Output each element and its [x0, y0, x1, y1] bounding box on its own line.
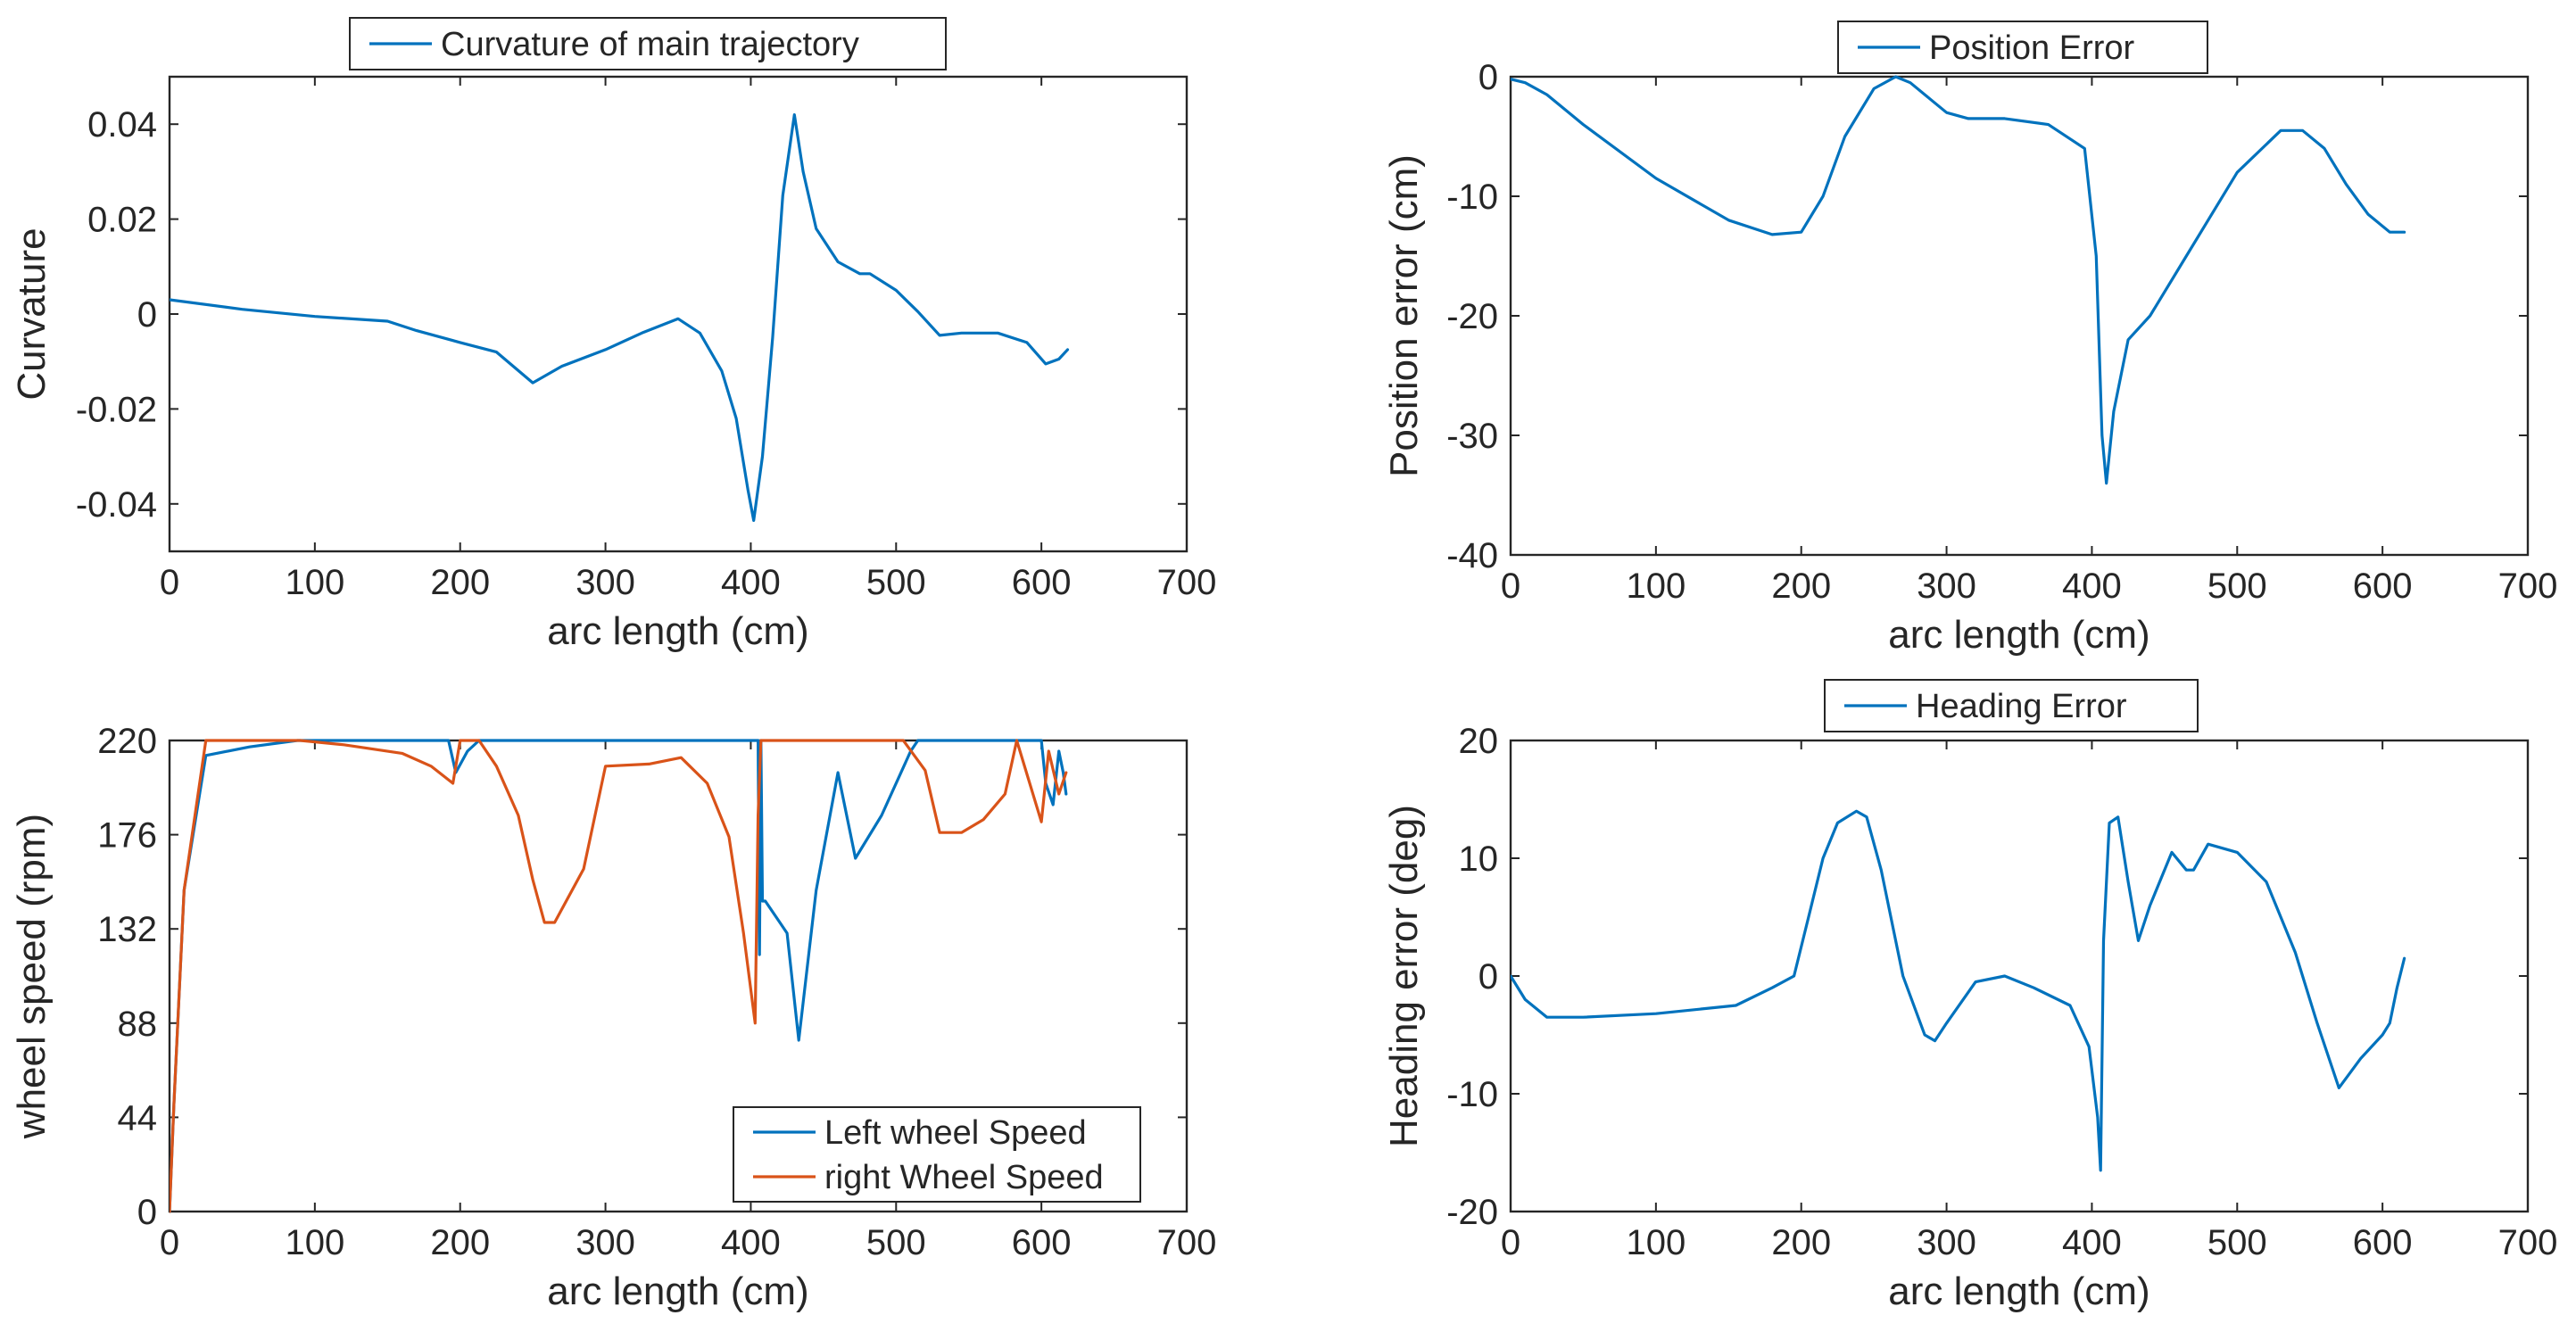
y-tick-label: -0.04: [76, 485, 157, 525]
x-axis-label: arc length (cm): [1888, 613, 2149, 657]
x-tick-label: 0: [160, 1223, 179, 1262]
axes-box: [1509, 75, 2530, 557]
x-tick-label: 600: [2353, 1223, 2413, 1262]
x-tick-label: 100: [1626, 1223, 1686, 1262]
x-tick-label: 600: [2353, 567, 2413, 606]
legend-label: Position Error: [1929, 29, 2135, 67]
y-tick-label: 0.02: [87, 201, 157, 240]
x-tick-label: 100: [1626, 567, 1686, 606]
x-tick-label: 700: [2498, 567, 2558, 606]
x-tick-label: 700: [1157, 563, 1217, 602]
x-tick-label: 200: [1771, 567, 1831, 606]
x-tick-label: 500: [2207, 567, 2267, 606]
x-tick-label: 400: [2062, 1223, 2122, 1262]
series-line-1: [170, 113, 1070, 522]
legend-label: Heading Error: [1916, 688, 2127, 725]
y-tick-label: 88: [118, 1005, 158, 1044]
y-tick-label: 0: [1479, 58, 1498, 97]
y-tick-label: -0.02: [76, 390, 157, 429]
axes-box: [1509, 739, 2530, 1213]
y-tick-label: 10: [1459, 840, 1499, 879]
x-tick-label: 400: [2062, 567, 2122, 606]
legend: Curvature of main trajectory: [349, 17, 947, 70]
series-line-1: [1511, 75, 2406, 485]
y-tick-label: 44: [118, 1098, 158, 1137]
wheel-speed-chart: 0 100 200 300 400 500 600 700 0 44 88 132 176 220 arc …: [10, 722, 1216, 1313]
x-tick-label: 200: [430, 1223, 490, 1262]
x-tick-label: 300: [576, 1223, 635, 1262]
legend-label: right Wheel Speed: [824, 1159, 1104, 1196]
heading-error-chart: 0 100 200 300 400 500 600 700 -20 -10 0 10 20 arc len…: [1382, 679, 2558, 1313]
legend-box: [733, 1106, 1141, 1203]
x-tick-label: 600: [1012, 1223, 1072, 1262]
x-tick-label: 100: [285, 1223, 344, 1262]
x-tick-label: 400: [721, 563, 781, 602]
x-tick-label: 400: [721, 1223, 781, 1262]
x-tick-label: 700: [2498, 1223, 2558, 1262]
y-tick-label: 0: [137, 295, 157, 335]
y-tick-label: -30: [1446, 417, 1498, 456]
y-tick-label: -10: [1446, 1075, 1498, 1114]
y-tick-label: 0: [1479, 957, 1498, 997]
x-axis-label: arc length (cm): [547, 1270, 808, 1313]
x-tick-label: 200: [430, 563, 490, 602]
y-tick-label: 20: [1459, 722, 1499, 761]
y-tick-label: 176: [97, 816, 157, 856]
legend-box: [349, 17, 947, 70]
x-axis-label: arc length (cm): [547, 609, 808, 653]
x-tick-label: 0: [160, 563, 179, 602]
y-axis-label: Curvature: [10, 227, 54, 400]
x-tick-label: 300: [1917, 567, 1976, 606]
x-tick-label: 700: [1157, 1223, 1217, 1262]
y-axis-label: Position error (cm): [1382, 154, 1426, 477]
y-tick-label: 220: [97, 722, 157, 761]
legend: Left wheel Speed right Wheel Speed: [733, 1106, 1141, 1203]
legend-label: Left wheel Speed: [824, 1114, 1087, 1152]
y-tick-label: 132: [97, 910, 157, 949]
y-axis-label: Heading error (deg): [1382, 805, 1426, 1147]
curvature-chart: 0 100 200 300 400 500 600 700 -0.04 -0.02 0 0.02 0.0…: [10, 17, 1217, 653]
y-tick-label: -20: [1446, 1193, 1498, 1232]
y-tick-label: 0: [137, 1193, 157, 1232]
x-tick-label: 200: [1771, 1223, 1831, 1262]
y-tick-label: -10: [1446, 178, 1498, 217]
x-tick-label: 500: [2207, 1223, 2267, 1262]
x-tick-label: 500: [866, 563, 926, 602]
series-line-2: [170, 739, 1068, 1213]
legend: Heading Error: [1824, 679, 2199, 732]
position-error-chart: 0 100 200 300 400 500 600 700 -40 -30 -20 -10 0 arc l…: [1382, 21, 2557, 657]
legend-label: Curvature of main trajectory: [441, 26, 859, 63]
axes-box: [168, 75, 1189, 553]
legend: Position Error: [1837, 21, 2208, 74]
x-tick-label: 600: [1012, 563, 1072, 602]
series-line-1: [1511, 809, 2406, 1172]
y-tick-label: 0.04: [87, 105, 157, 145]
x-axis-label: arc length (cm): [1888, 1270, 2149, 1313]
x-tick-label: 100: [285, 563, 344, 602]
x-tick-label: 0: [1501, 567, 1520, 606]
y-tick-label: -20: [1446, 297, 1498, 336]
y-tick-label: -40: [1446, 536, 1498, 575]
x-tick-label: 300: [576, 563, 635, 602]
y-axis-label: wheel speed (rpm): [10, 814, 54, 1139]
x-tick-label: 0: [1501, 1223, 1520, 1262]
x-tick-label: 500: [866, 1223, 926, 1262]
x-tick-label: 300: [1917, 1223, 1976, 1262]
